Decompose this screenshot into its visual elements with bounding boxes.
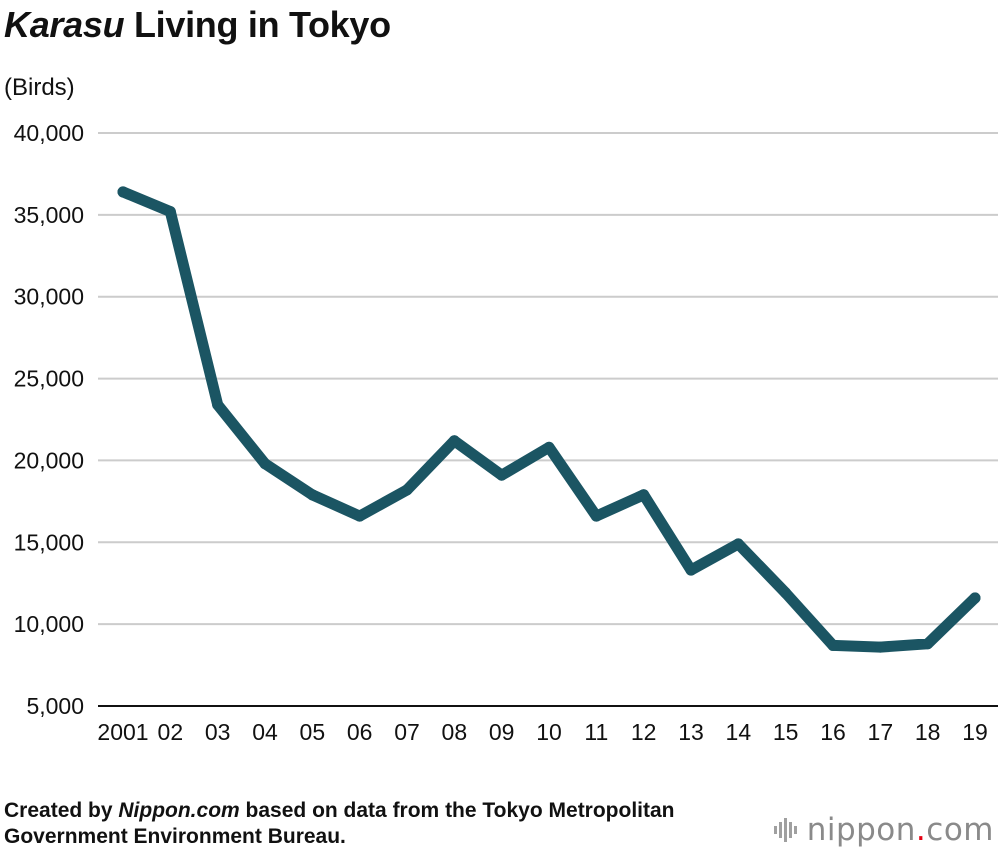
- logo-tld: com: [926, 812, 994, 848]
- data-point: [590, 510, 602, 522]
- nippon-logo: nippon.com: [773, 812, 994, 848]
- data-point: [732, 538, 744, 550]
- x-tick-label: 18: [915, 719, 941, 745]
- data-point: [685, 564, 697, 576]
- x-tick-label: 07: [394, 719, 420, 745]
- data-point: [448, 435, 460, 447]
- data-point: [922, 638, 934, 650]
- data-point: [259, 458, 271, 470]
- nippon-logo-icon: [773, 818, 797, 842]
- data-series: [117, 186, 981, 653]
- y-tick-label: 40,000: [14, 120, 84, 146]
- x-tick-label: 10: [536, 719, 562, 745]
- x-tick-label: 14: [726, 719, 752, 745]
- data-point: [306, 489, 318, 501]
- x-tick-label: 17: [868, 719, 894, 745]
- data-point: [638, 489, 650, 501]
- data-point: [827, 639, 839, 651]
- x-tick-label: 15: [773, 719, 799, 745]
- data-point: [354, 510, 366, 522]
- y-tick-label: 25,000: [14, 366, 84, 392]
- x-tick-label: 09: [489, 719, 515, 745]
- data-point: [164, 206, 176, 218]
- line-chart: 40,000 35,000 30,000 25,000 20,000 15,000 10,0…: [14, 120, 998, 745]
- data-point: [496, 469, 508, 481]
- x-tick-label: 05: [300, 719, 326, 745]
- x-tick-label: 11: [584, 719, 608, 745]
- data-point: [543, 441, 555, 453]
- x-tick-label: 19: [962, 719, 988, 745]
- x-tick-label: 2001: [97, 719, 148, 745]
- chart-title-rest: Living in Tokyo: [124, 4, 391, 45]
- source-note: Created by Nippon.com based on data from…: [4, 798, 684, 850]
- x-tick-label: 13: [678, 719, 704, 745]
- x-tick-label: 08: [442, 719, 468, 745]
- data-point: [780, 587, 792, 599]
- series-line: [117, 186, 981, 653]
- x-tick-label: 16: [820, 719, 846, 745]
- x-tick-label: 12: [631, 719, 657, 745]
- data-point: [874, 641, 886, 653]
- data-point: [117, 186, 129, 198]
- chart-title-italic: Karasu: [4, 4, 125, 45]
- y-tick-label: 10,000: [14, 611, 84, 637]
- logo-word: nippon: [806, 812, 916, 848]
- data-point: [401, 484, 413, 496]
- logo-dot: .: [915, 812, 927, 848]
- y-tick-labels: 40,000 35,000 30,000 25,000 20,000 15,000 10,0…: [14, 120, 84, 719]
- y-tick-label: 35,000: [14, 202, 84, 228]
- x-tick-label: 06: [347, 719, 373, 745]
- y-tick-label: 15,000: [14, 529, 84, 555]
- x-tick-label: 03: [205, 719, 231, 745]
- y-tick-label: 5,000: [26, 693, 84, 719]
- chart-title: Karasu Living in Tokyo: [4, 4, 391, 46]
- nippon-logo-text: nippon.com: [807, 812, 994, 848]
- x-tick-label: 02: [158, 719, 184, 745]
- data-point: [212, 399, 224, 411]
- data-point: [969, 592, 981, 604]
- y-axis-unit-label: (Birds): [4, 74, 75, 101]
- x-tick-labels: 2001 02 03 04 05 06 07 08 09 10 11 12 13 14 15 16 17 18 19: [97, 719, 987, 745]
- y-tick-label: 30,000: [14, 284, 84, 310]
- gridlines: [98, 132, 998, 626]
- y-tick-label: 20,000: [14, 447, 84, 473]
- source-rest: based on data from the Tokyo Metropolita…: [4, 799, 675, 848]
- source-prefix: Created by: [4, 799, 119, 822]
- x-tick-label: 04: [252, 719, 278, 745]
- source-italic: Nippon.com: [118, 799, 240, 822]
